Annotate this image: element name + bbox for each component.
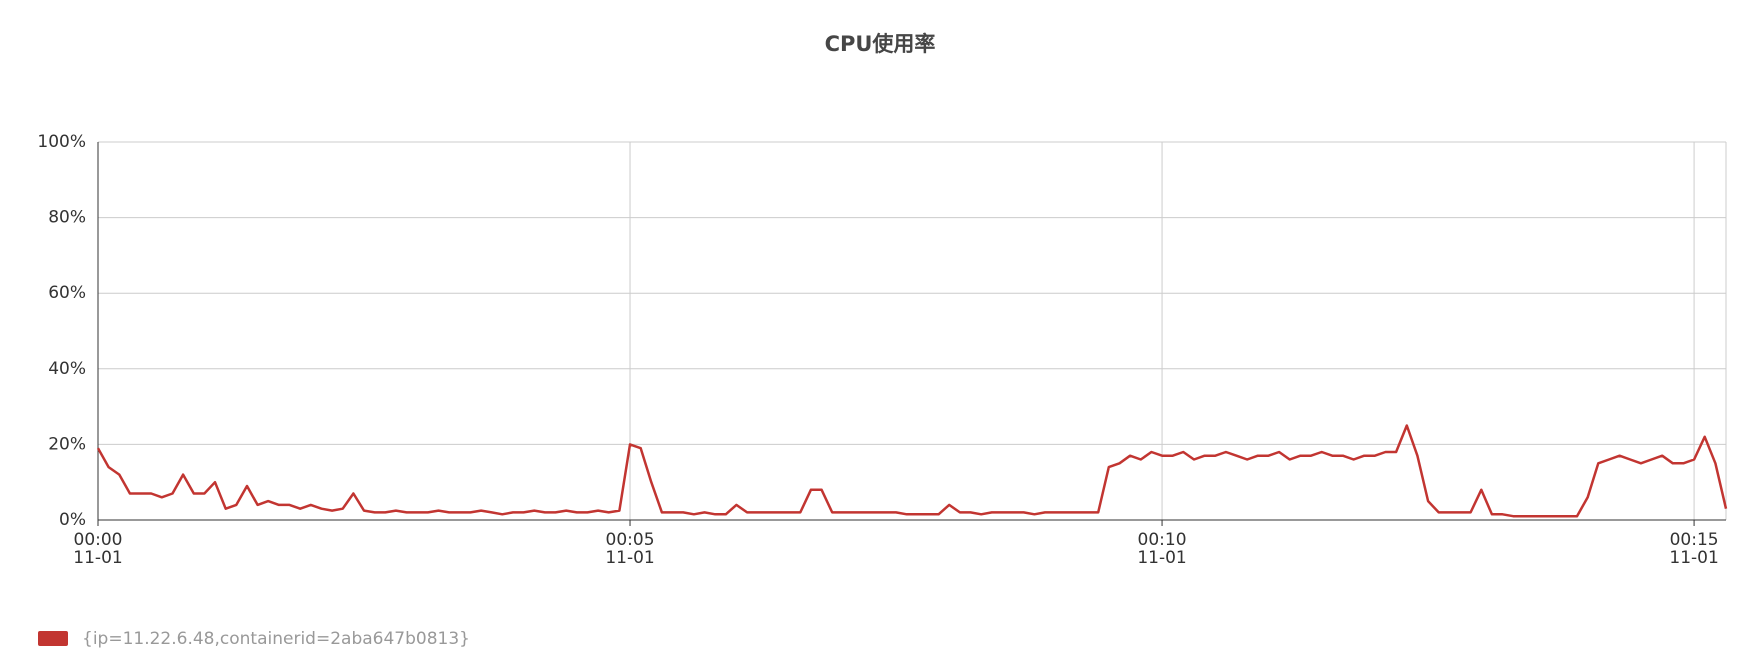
y-tick-label: 100% [37,132,86,152]
x-tick-label: 11-01 [605,548,654,568]
y-tick-label: 60% [48,283,86,303]
x-tick-label: 11-01 [73,548,122,568]
chart-title: CPU使用率 [825,32,936,56]
x-tick-label: 00:00 [74,530,123,550]
x-tick-label: 11-01 [1137,548,1186,568]
y-tick-label: 20% [48,434,86,454]
x-tick-label: 00:10 [1138,530,1187,550]
legend-swatch [38,631,68,646]
y-tick-label: 0% [59,510,86,530]
y-tick-label: 80% [48,208,86,228]
series-line [96,424,1728,518]
x-tick-label: 00:15 [1670,530,1719,550]
x-tick-label: 00:05 [606,530,655,550]
x-tick-label: 11-01 [1669,548,1718,568]
legend-label: {ip=11.22.6.48,containerid=2aba647b0813} [82,629,470,649]
y-tick-label: 40% [48,359,86,379]
